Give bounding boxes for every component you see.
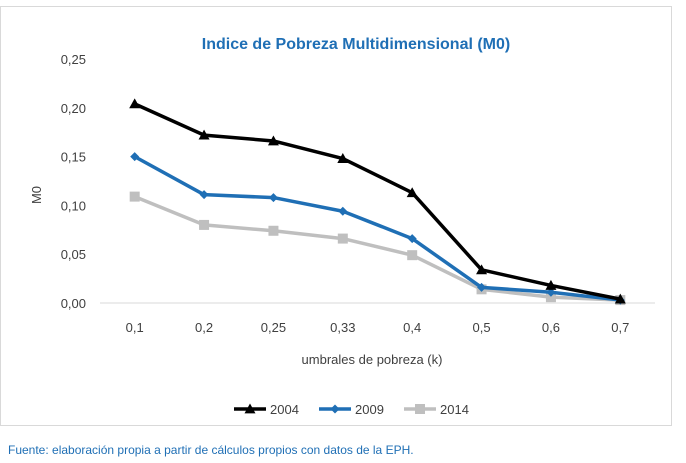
data-point-2004 xyxy=(545,279,557,290)
legend-label: 2004 xyxy=(270,402,299,417)
y-tick-label: 0,25 xyxy=(61,52,86,67)
series-line-2009 xyxy=(132,154,623,302)
legend-label: 2009 xyxy=(355,402,384,417)
y-tick-label: 0,10 xyxy=(61,198,86,213)
x-tick-label: 0,6 xyxy=(542,320,560,335)
legend-marker xyxy=(330,404,340,414)
x-tick-label: 0,2 xyxy=(195,320,213,335)
x-axis-label: umbrales de pobreza (k) xyxy=(302,352,443,367)
data-point-2004 xyxy=(198,129,210,140)
data-point-2004 xyxy=(406,187,418,198)
legend-label: 2014 xyxy=(440,402,469,417)
data-point-2004 xyxy=(267,135,279,146)
y-tick-label: 0,15 xyxy=(61,150,86,165)
data-point-2004 xyxy=(476,264,488,275)
data-point-2014 xyxy=(199,219,210,230)
data-point-2009 xyxy=(130,152,140,162)
data-point-2004 xyxy=(129,98,141,109)
data-point-2009 xyxy=(546,287,556,297)
series-line-2004 xyxy=(132,102,623,301)
data-point-2004 xyxy=(337,153,349,163)
x-tick-label: 0,7 xyxy=(611,320,629,335)
y-axis-label: M0 xyxy=(29,186,44,204)
data-point-2009 xyxy=(199,190,209,200)
source-note: Fuente: elaboración propia a partir de c… xyxy=(8,443,414,457)
data-point-2009 xyxy=(407,234,417,244)
legend-item-2014: 2014 xyxy=(404,402,469,417)
x-tick-label: 0,1 xyxy=(126,320,144,335)
x-tick-label: 0,4 xyxy=(403,320,421,335)
legend-marker xyxy=(415,404,425,414)
legend-item-2009: 2009 xyxy=(319,402,384,417)
y-tick-label: 0,00 xyxy=(61,296,86,311)
chart-title: Indice de Pobreza Multidimensional (M0) xyxy=(202,36,510,53)
data-point-2014 xyxy=(545,292,556,303)
legend-marker xyxy=(244,403,256,414)
data-point-2014 xyxy=(268,225,279,236)
data-point-2004 xyxy=(614,293,626,304)
y-tick-label: 0,20 xyxy=(61,101,86,116)
data-point-2014 xyxy=(337,233,348,244)
x-tick-label: 0,25 xyxy=(261,320,286,335)
series-2004 xyxy=(129,98,626,304)
data-point-2009 xyxy=(338,206,348,216)
y-tick-label: 0,05 xyxy=(61,247,86,262)
data-point-2014 xyxy=(129,191,140,202)
data-point-2009 xyxy=(268,193,278,203)
series-line-2014 xyxy=(132,194,623,302)
data-point-2014 xyxy=(407,250,418,261)
x-tick-label: 0,33 xyxy=(330,320,355,335)
x-tick-label: 0,5 xyxy=(473,320,491,335)
chart-frame xyxy=(0,6,672,426)
data-point-2009 xyxy=(477,282,487,292)
legend-item-2004: 2004 xyxy=(234,402,299,417)
